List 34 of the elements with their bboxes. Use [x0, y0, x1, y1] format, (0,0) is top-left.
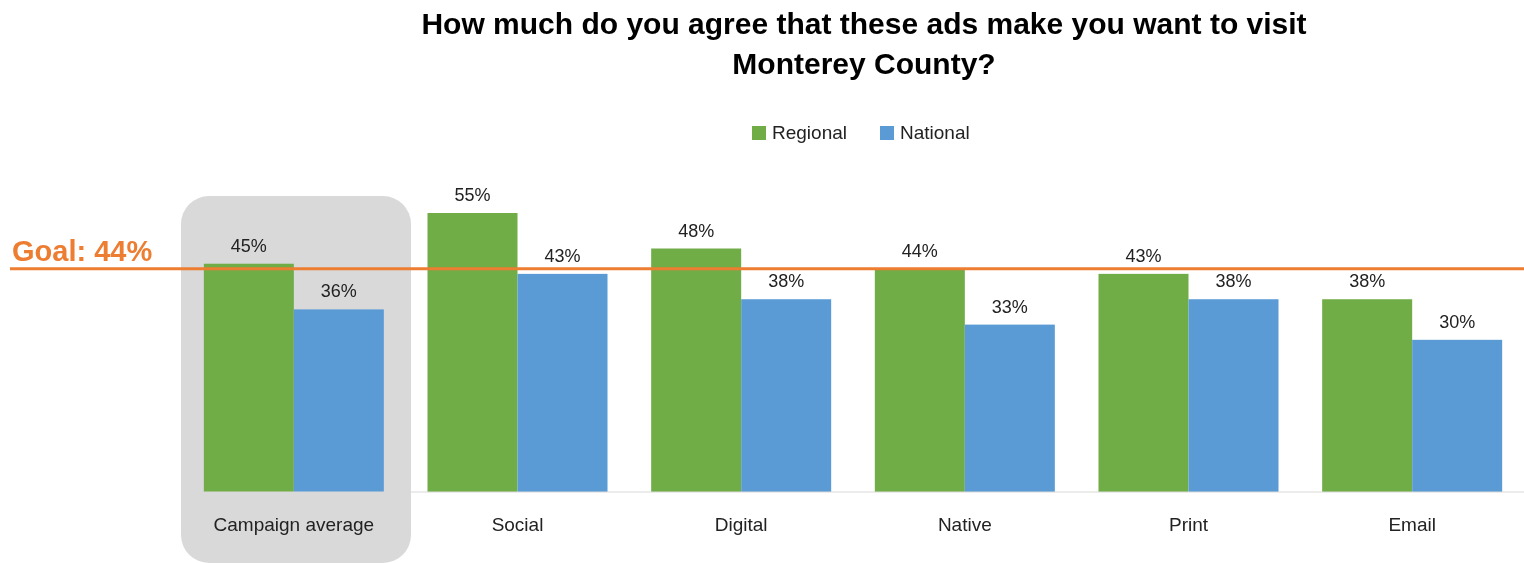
bar [293, 309, 384, 492]
data-label: 38% [1349, 271, 1386, 292]
x-tick-label: Campaign average [213, 514, 375, 535]
x-tick-label: Email [1388, 514, 1436, 535]
bar [1412, 339, 1503, 492]
data-label: 30% [1439, 311, 1476, 332]
chart-title: How much do you agree that these ads make you want to visit Monterey County? [421, 7, 1307, 80]
bar [964, 324, 1055, 492]
data-label: 45% [230, 235, 267, 256]
bar [874, 268, 965, 492]
x-tick-label: Digital [714, 514, 768, 535]
bar [651, 248, 742, 492]
bar [427, 213, 518, 492]
data-label: 43% [1125, 245, 1162, 266]
data-label: 43% [544, 245, 581, 266]
legend-label: Regional [772, 122, 847, 143]
data-label: 36% [320, 281, 357, 302]
data-label: 38% [768, 271, 805, 292]
data-label: 44% [901, 240, 938, 261]
bar [741, 299, 832, 492]
bar [1322, 299, 1413, 492]
x-tick-label: Print [1168, 514, 1209, 535]
data-label: 55% [454, 185, 491, 205]
legend-label: National [900, 122, 970, 143]
x-tick-label: Native [937, 514, 992, 535]
data-label: 38% [1215, 271, 1252, 292]
bar [1188, 299, 1279, 492]
data-label: 48% [678, 220, 715, 241]
bar [1098, 273, 1189, 492]
bar [517, 273, 608, 492]
x-tick-label: Social [491, 514, 544, 535]
data-label: 33% [991, 296, 1028, 317]
ref-line-label: Goal: 44% [12, 234, 153, 267]
bar [203, 263, 294, 492]
